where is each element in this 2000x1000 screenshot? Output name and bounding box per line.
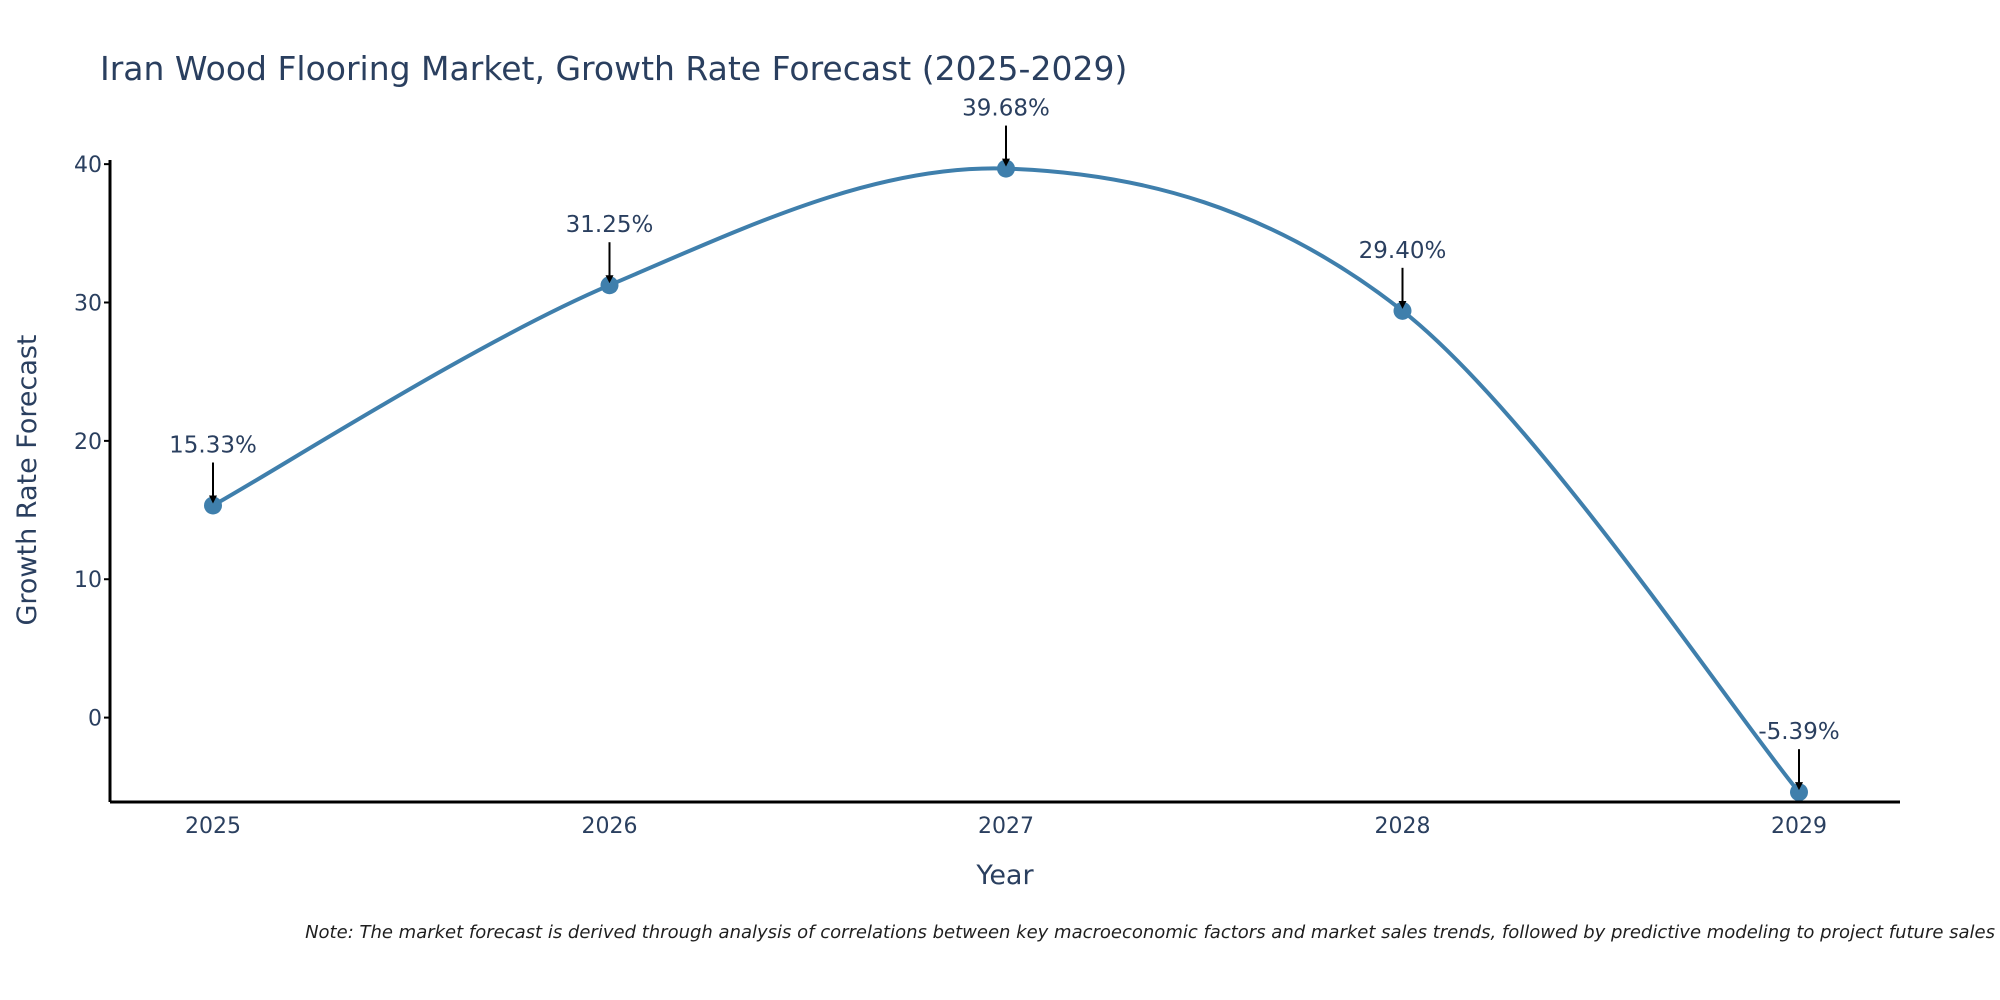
x-axis: 2025 2026 2027 2028 2029 xyxy=(110,800,1900,839)
plot-area: 15.33% 31.25% 39.68% 29.40% -5.39% xyxy=(169,96,1840,802)
chart-title: Iran Wood Flooring Market, Growth Rate F… xyxy=(100,49,1127,88)
x-tick-label-2028: 2028 xyxy=(1375,814,1431,839)
x-axis-ticks: 2025 2026 2027 2028 2029 xyxy=(185,814,1827,839)
y-tick-label-30: 30 xyxy=(74,292,102,317)
growth-rate-line xyxy=(212,166,1801,794)
data-label-2025: 15.33% xyxy=(169,432,257,458)
y-axis-title: Growth Rate Forecast xyxy=(12,334,43,625)
x-tick-label-2026: 2026 xyxy=(582,814,638,839)
data-label-2029: -5.39% xyxy=(1758,719,1839,745)
data-label-2027: 39.68% xyxy=(962,96,1050,122)
x-tick-label-2027: 2027 xyxy=(978,814,1034,839)
annotation-arrows xyxy=(209,125,1803,791)
x-tick-label-2025: 2025 xyxy=(185,814,241,839)
y-tick-label-10: 10 xyxy=(74,568,102,593)
y-tick-label-20: 20 xyxy=(74,430,102,455)
y-tick-label-0: 0 xyxy=(88,707,102,732)
footnote: Note: The market forecast is derived thr… xyxy=(305,922,1995,943)
data-label-2028: 29.40% xyxy=(1359,238,1447,264)
data-labels: 15.33% 31.25% 39.68% 29.40% -5.39% xyxy=(169,96,1840,746)
data-point-2025 xyxy=(204,496,222,515)
data-point-2029 xyxy=(1790,783,1808,802)
y-tick-label-40: 40 xyxy=(74,153,102,178)
x-axis-title: Year xyxy=(975,860,1034,891)
data-markers xyxy=(204,159,1808,802)
data-label-2026: 31.25% xyxy=(566,212,654,238)
data-point-2028 xyxy=(1393,301,1412,320)
x-tick-label-2029: 2029 xyxy=(1771,814,1827,839)
data-point-2027 xyxy=(997,159,1015,178)
y-axis-ticks: 0 10 20 30 40 xyxy=(74,153,110,732)
y-axis: 0 10 20 30 40 xyxy=(74,153,112,802)
data-point-2026 xyxy=(600,276,619,295)
